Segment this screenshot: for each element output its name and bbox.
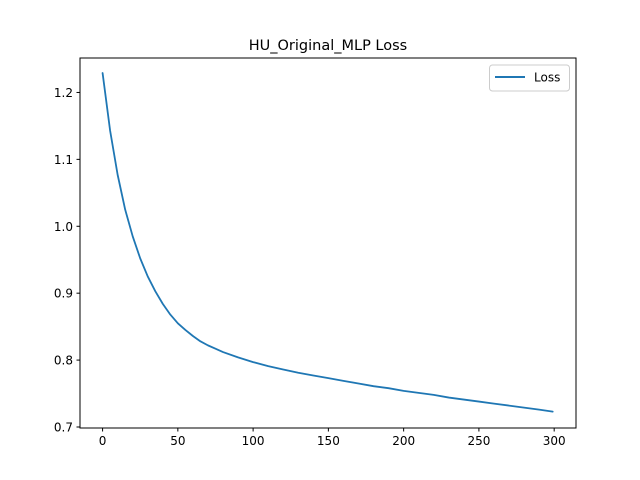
y-tick-label: 1.1	[54, 153, 73, 167]
x-tick-label: 150	[317, 434, 340, 448]
x-tick-label: 200	[392, 434, 415, 448]
y-tick-label: 1.2	[54, 86, 73, 100]
y-tick-label: 1.0	[54, 220, 73, 234]
x-tick-label: 300	[543, 434, 566, 448]
legend-box	[489, 64, 570, 92]
x-tick-label: 250	[467, 434, 490, 448]
axis-ticks: 0 50 100 150 200 250 300 0.7 0.8 0.9 1.0 1.1 1.2	[54, 86, 566, 448]
x-tick-label: 100	[242, 434, 265, 448]
legend: Loss	[489, 64, 570, 92]
y-tick-label: 0.7	[54, 420, 73, 434]
x-tick-label: 50	[170, 434, 185, 448]
axes-frame	[79, 57, 577, 429]
series-line-loss	[101, 72, 554, 413]
series-layer	[101, 72, 554, 413]
plot-area	[80, 58, 576, 428]
x-tick-label: 0	[99, 434, 107, 448]
chart-title: HU_Original_MLP Loss	[249, 38, 408, 54]
y-tick-label: 0.8	[54, 354, 73, 368]
legend-label-loss: Loss	[534, 71, 560, 85]
y-tick-label: 0.9	[54, 287, 73, 301]
